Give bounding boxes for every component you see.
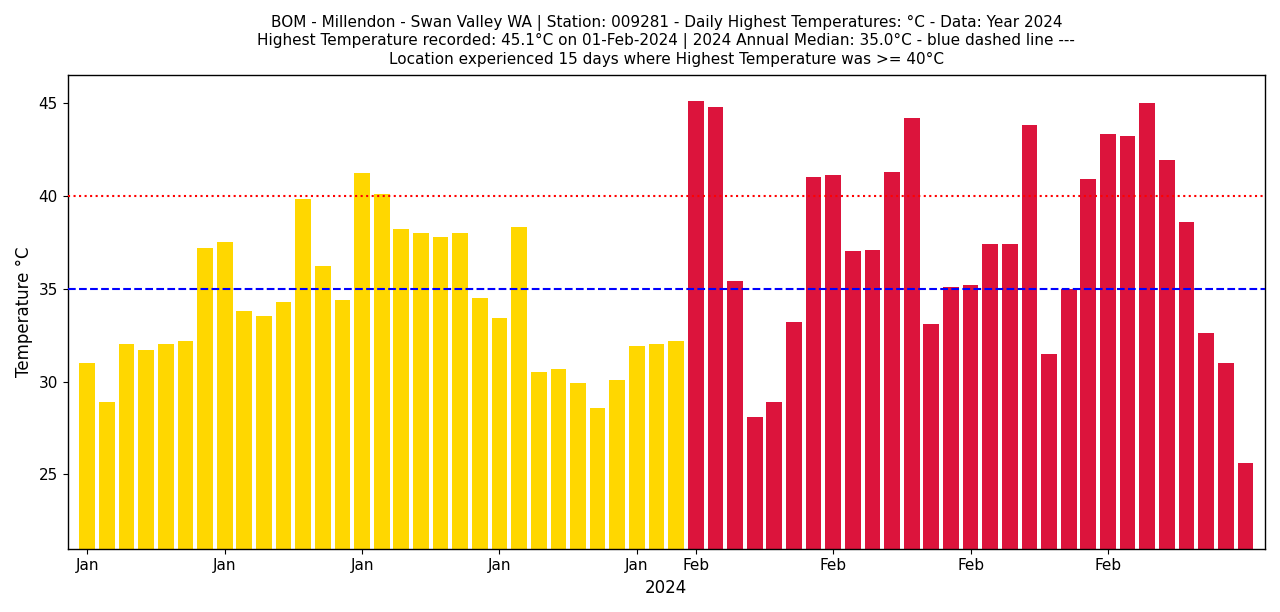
Bar bbox=[746, 417, 763, 612]
Bar bbox=[649, 345, 664, 612]
Bar bbox=[1158, 160, 1175, 612]
Bar bbox=[590, 408, 605, 612]
Bar bbox=[923, 324, 940, 612]
Bar bbox=[511, 227, 527, 612]
Bar bbox=[943, 287, 959, 612]
Bar bbox=[334, 300, 351, 612]
Bar bbox=[275, 302, 292, 612]
Bar bbox=[452, 233, 468, 612]
Bar bbox=[119, 345, 134, 612]
Bar bbox=[157, 345, 174, 612]
X-axis label: 2024: 2024 bbox=[645, 579, 687, 597]
Bar bbox=[296, 200, 311, 612]
Bar bbox=[1100, 135, 1116, 612]
Bar bbox=[708, 106, 723, 612]
Bar bbox=[492, 318, 507, 612]
Bar bbox=[884, 171, 900, 612]
Bar bbox=[216, 242, 233, 612]
Bar bbox=[1179, 222, 1194, 612]
Bar bbox=[1198, 333, 1213, 612]
Bar bbox=[433, 237, 448, 612]
Bar bbox=[767, 402, 782, 612]
Bar bbox=[864, 250, 881, 612]
Bar bbox=[1041, 354, 1057, 612]
Bar bbox=[197, 248, 212, 612]
Bar bbox=[805, 177, 822, 612]
Bar bbox=[99, 402, 115, 612]
Bar bbox=[609, 379, 625, 612]
Bar bbox=[355, 173, 370, 612]
Bar bbox=[982, 244, 998, 612]
Bar bbox=[256, 316, 271, 612]
Bar bbox=[237, 311, 252, 612]
Bar bbox=[668, 341, 684, 612]
Y-axis label: Temperature °C: Temperature °C bbox=[15, 247, 33, 377]
Bar bbox=[315, 266, 330, 612]
Bar bbox=[393, 229, 410, 612]
Bar bbox=[79, 363, 95, 612]
Title: BOM - Millendon - Swan Valley WA | Station: 009281 - Daily Highest Temperatures:: BOM - Millendon - Swan Valley WA | Stati… bbox=[257, 15, 1075, 67]
Bar bbox=[1120, 136, 1135, 612]
Bar bbox=[1217, 363, 1234, 612]
Bar bbox=[472, 298, 488, 612]
Bar bbox=[727, 281, 742, 612]
Bar bbox=[550, 368, 566, 612]
Bar bbox=[1061, 289, 1076, 612]
Bar bbox=[138, 350, 154, 612]
Bar bbox=[845, 252, 860, 612]
Bar bbox=[178, 341, 193, 612]
Bar bbox=[374, 194, 389, 612]
Bar bbox=[826, 175, 841, 612]
Bar bbox=[413, 233, 429, 612]
Bar bbox=[1238, 463, 1253, 612]
Bar bbox=[1021, 125, 1037, 612]
Bar bbox=[786, 322, 801, 612]
Bar bbox=[628, 346, 645, 612]
Bar bbox=[963, 285, 978, 612]
Bar bbox=[1139, 103, 1155, 612]
Bar bbox=[570, 383, 586, 612]
Bar bbox=[904, 118, 919, 612]
Bar bbox=[1080, 179, 1096, 612]
Bar bbox=[1002, 244, 1018, 612]
Bar bbox=[687, 101, 704, 612]
Bar bbox=[531, 372, 547, 612]
